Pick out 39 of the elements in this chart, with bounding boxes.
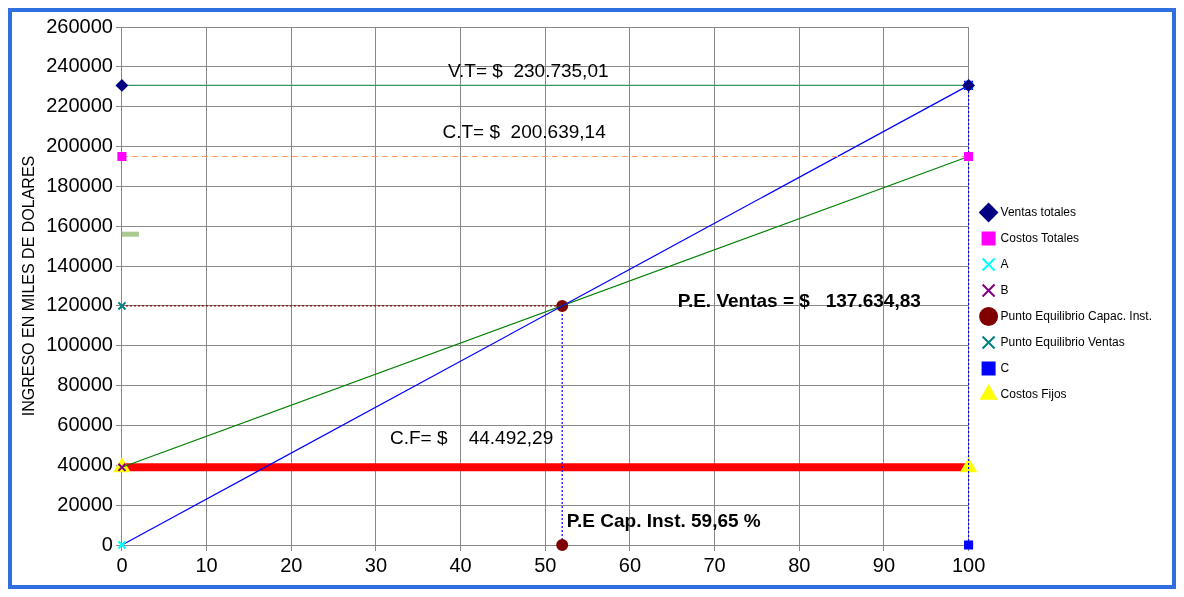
y-tick-label: 200000 (46, 134, 113, 157)
x-tick-label: 10 (195, 553, 218, 576)
y-tick-label: 80000 (57, 373, 113, 396)
x-tick-label: 50 (534, 553, 557, 576)
y-tick-label: 220000 (46, 94, 113, 117)
legend-label: Ventas totales (1000, 204, 1076, 219)
legend-label: Punto Equilibrio Capac. Inst. (1000, 308, 1152, 323)
annotation: P.E. Ventas = $ 137.634,83 (677, 289, 921, 311)
x-tick-label: 20 (280, 553, 303, 576)
x-tick-label: 90 (872, 553, 896, 576)
y-tick-label: 160000 (46, 213, 113, 236)
x-tick-label: 60 (618, 553, 642, 576)
annotation: C.F= $ 44.492,29 (390, 427, 554, 449)
y-tick-label: 100000 (46, 333, 113, 356)
y-tick-label: 40000 (57, 452, 113, 475)
legend-label: C (1000, 360, 1010, 375)
y-tick-label: 120000 (46, 293, 113, 316)
x-tick-label: 0 (116, 553, 128, 576)
annotation: C.T= $ 200.639,14 (442, 121, 607, 143)
legend-label: Costos Totales (1000, 230, 1080, 245)
legend-label: A (1000, 256, 1009, 271)
y-tick-label: 0 (101, 532, 113, 555)
legend-label: B (1000, 282, 1009, 297)
y-tick-label: 180000 (46, 173, 113, 196)
x-tick-label: 100 (951, 553, 986, 576)
x-tick-label: 30 (364, 553, 388, 576)
y-tick-label: 240000 (46, 54, 113, 77)
x-tick-label: 70 (703, 553, 726, 576)
y-tick-label: 60000 (57, 412, 113, 435)
y-axis-title: INGRESO EN MILES DE DOLARES (20, 155, 38, 417)
x-tick-label: 80 (788, 553, 811, 576)
y-tick-label: 20000 (57, 492, 113, 515)
y-tick-label: 140000 (46, 253, 113, 276)
legend-label: Punto Equilibrio Ventas (1000, 334, 1125, 349)
y-tick-label: 260000 (46, 14, 113, 37)
x-tick-label: 40 (449, 553, 472, 576)
annotation: P.E Cap. Inst. 59,65 % (566, 510, 761, 532)
annotation: V.T= $ 230.735,01 (448, 59, 609, 81)
legend-label: Costos Fijos (1000, 386, 1067, 401)
